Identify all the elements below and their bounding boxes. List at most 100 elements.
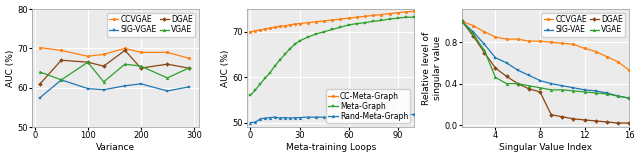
Meta-Graph (281, 53, 289, 55)
VGAE (580, 91, 588, 93)
Rand-Meta-Graph (410, 113, 418, 115)
CC-Meta-Graph (296, 23, 303, 25)
CCVGAE (185, 57, 193, 59)
DGAE (614, 122, 622, 124)
Rand-Meta-Graph (257, 118, 264, 120)
CCVGAE (614, 61, 622, 63)
Rand-Meta-Graph (271, 116, 279, 118)
CCVGAE (163, 51, 171, 53)
CCVGAE (84, 55, 92, 57)
SIG-VAE (580, 89, 588, 91)
DGAE (58, 59, 65, 61)
CCVGAE (603, 56, 611, 58)
Meta-Graph (257, 83, 264, 85)
DGAE (481, 52, 488, 53)
Rand-Meta-Graph (353, 116, 361, 118)
Meta-Graph (266, 72, 274, 74)
Rand-Meta-Graph (296, 117, 303, 119)
VGAE (163, 77, 171, 79)
CC-Meta-Graph (266, 27, 274, 29)
CC-Meta-Graph (252, 30, 259, 32)
VGAE (137, 65, 145, 67)
CCVGAE (121, 47, 129, 49)
CC-Meta-Graph (304, 22, 312, 24)
Meta-Graph (304, 36, 312, 38)
Rand-Meta-Graph (312, 116, 320, 118)
Rand-Meta-Graph (386, 114, 394, 116)
Line: Rand-Meta-Graph: Rand-Meta-Graph (249, 113, 415, 124)
DGAE (100, 65, 108, 67)
DGAE (163, 63, 171, 65)
SIG-VGAE (58, 79, 65, 81)
CCVGAE (625, 69, 633, 71)
SIG-VAE (625, 97, 633, 99)
DGAE (185, 67, 193, 69)
VGAE (481, 50, 488, 52)
CC-Meta-Graph (410, 10, 418, 12)
VGAE (469, 33, 477, 35)
CCVGAE (580, 47, 588, 49)
Rand-Meta-Graph (252, 121, 259, 123)
Meta-Graph (261, 77, 269, 79)
SIG-VAE (570, 87, 577, 89)
CC-Meta-Graph (328, 19, 336, 21)
Meta-Graph (312, 33, 320, 35)
Meta-Graph (378, 19, 385, 21)
Line: CCVGAE: CCVGAE (461, 20, 630, 72)
VGAE (592, 92, 600, 94)
VGAE (603, 93, 611, 95)
CCVGAE (492, 36, 499, 38)
Rand-Meta-Graph (281, 117, 289, 119)
DGAE (547, 114, 555, 116)
Meta-Graph (353, 23, 361, 25)
Line: Meta-Graph: Meta-Graph (249, 16, 415, 97)
Meta-Graph (252, 89, 259, 91)
Rand-Meta-Graph (276, 117, 284, 119)
DGAE (603, 121, 611, 123)
CCVGAE (503, 38, 511, 40)
Meta-Graph (345, 24, 353, 26)
Rand-Meta-Graph (402, 114, 410, 116)
CC-Meta-Graph (281, 25, 289, 27)
CC-Meta-Graph (402, 11, 410, 13)
SIG-VGAE (163, 90, 171, 92)
VGAE (100, 81, 108, 83)
SIG-VGAE (185, 86, 193, 88)
DGAE (625, 122, 633, 124)
Rand-Meta-Graph (291, 117, 298, 119)
CCVGAE (570, 43, 577, 45)
Meta-Graph (402, 16, 410, 18)
VGAE (625, 97, 633, 99)
CCVGAE (458, 21, 466, 22)
CC-Meta-Graph (345, 17, 353, 19)
VGAE (547, 89, 555, 91)
VGAE (121, 63, 129, 65)
Line: CCVGAE: CCVGAE (38, 46, 190, 60)
DGAE (580, 119, 588, 121)
CC-Meta-Graph (361, 15, 369, 17)
SIG-VAE (559, 85, 566, 87)
Line: VGAE: VGAE (461, 20, 630, 100)
SIG-VAE (514, 69, 522, 71)
CC-Meta-Graph (291, 23, 298, 25)
Line: SIG-VAE: SIG-VAE (461, 20, 630, 100)
SIG-VGAE (121, 85, 129, 87)
CCVGAE (547, 41, 555, 43)
VGAE (458, 21, 466, 22)
Meta-Graph (296, 40, 303, 42)
CCVGAE (536, 40, 544, 42)
Line: CC-Meta-Graph: CC-Meta-Graph (249, 10, 415, 33)
Rand-Meta-Graph (266, 117, 274, 119)
SIG-VAE (547, 83, 555, 85)
SIG-VAE (481, 43, 488, 45)
Y-axis label: Relative level of
singular value: Relative level of singular value (422, 31, 442, 105)
X-axis label: Singular Value Index: Singular Value Index (499, 143, 592, 152)
CCVGAE (514, 38, 522, 40)
CCVGAE (100, 53, 108, 55)
DGAE (503, 75, 511, 77)
Legend: CCVGAE, SIG-VGAE, DGAE, VGAE: CCVGAE, SIG-VGAE, DGAE, VGAE (107, 13, 195, 37)
DGAE (592, 120, 600, 122)
SIG-VAE (592, 90, 600, 92)
Line: DGAE: DGAE (38, 49, 190, 85)
Meta-Graph (320, 31, 328, 33)
